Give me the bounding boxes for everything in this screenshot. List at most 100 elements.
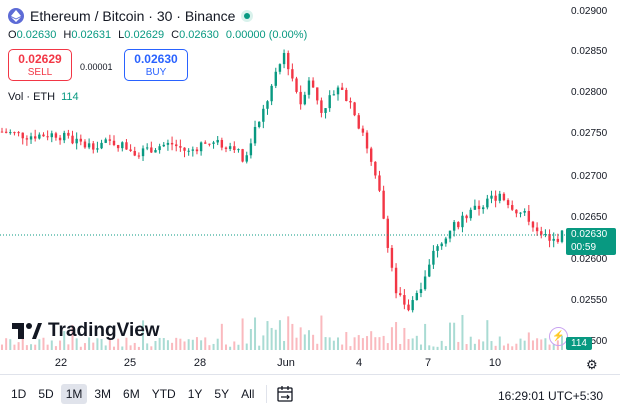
volume-bar — [303, 334, 306, 350]
candle — [336, 87, 340, 95]
volume-bar — [287, 316, 290, 350]
range-5y-button[interactable]: 5Y — [214, 387, 230, 401]
volume-bar — [50, 340, 53, 350]
volume-bar — [407, 339, 410, 350]
volume-bar — [337, 337, 339, 350]
volume-bar — [17, 342, 20, 350]
volume-bar — [320, 315, 323, 350]
range-all-button[interactable]: All — [241, 387, 255, 401]
range-1m-button[interactable]: 1M — [60, 384, 88, 404]
price-tick: 0.02550 — [571, 295, 608, 306]
buy-button[interactable]: 0.02630 BUY — [124, 49, 188, 81]
candle — [170, 142, 174, 145]
candle — [361, 128, 365, 133]
volume-bar — [527, 332, 530, 350]
candle — [311, 80, 315, 88]
volume-bar — [225, 344, 227, 350]
candle — [208, 143, 211, 145]
volume-bar — [88, 337, 91, 350]
range-1d-button[interactable]: 1D — [11, 387, 27, 401]
candle — [166, 142, 170, 145]
volume-bar — [531, 340, 534, 350]
candle — [390, 247, 394, 268]
candle — [490, 195, 493, 199]
candle — [278, 64, 282, 72]
volume-bar — [191, 339, 194, 350]
candle — [71, 135, 74, 144]
volume-bar — [100, 339, 103, 350]
toolbar-divider — [0, 374, 620, 375]
candle — [237, 149, 240, 151]
volume-badge: 114 — [566, 337, 592, 350]
candle — [270, 85, 273, 102]
volume-bar — [249, 329, 252, 350]
candle — [162, 144, 165, 147]
candle — [465, 215, 468, 219]
price-tick: 0.02650 — [571, 212, 608, 223]
tradingview-logo-mark — [12, 323, 42, 339]
clock-readout[interactable]: 16:29:01 UTC+5:30 — [498, 389, 604, 403]
volume-bar — [544, 338, 547, 350]
ethereum-icon — [8, 8, 24, 24]
volume-bar — [254, 317, 257, 350]
candle — [295, 78, 298, 92]
open-value: 0.02630 — [16, 29, 57, 41]
time-tick: 4 — [355, 357, 363, 369]
tradingview-logo[interactable]: TradingView — [12, 320, 160, 342]
range-6m-button[interactable]: 6M — [123, 387, 140, 401]
range-5d-button[interactable]: 5D — [38, 387, 54, 401]
volume-bar — [312, 334, 315, 350]
candle — [511, 205, 514, 210]
candles — [0, 49, 564, 313]
volume-bar — [38, 339, 41, 350]
candle — [481, 207, 485, 210]
candle — [552, 238, 555, 241]
candle — [191, 149, 195, 151]
candle — [87, 143, 91, 148]
range-1y-button[interactable]: 1Y — [187, 387, 203, 401]
calendar-range-icon[interactable] — [276, 385, 294, 408]
sell-label: SELL — [27, 67, 53, 78]
candle — [33, 136, 37, 139]
candle — [316, 87, 319, 101]
candle — [224, 147, 228, 149]
candle — [42, 134, 45, 137]
volume-bar — [415, 335, 418, 350]
low-label: L — [118, 29, 125, 41]
candle — [527, 211, 531, 222]
high-label: H — [63, 29, 72, 41]
candle — [519, 212, 522, 214]
candle — [249, 143, 253, 156]
candle — [17, 132, 20, 134]
sell-price: 0.02629 — [18, 52, 62, 66]
volume-bar — [395, 322, 398, 350]
time-tick: 28 — [193, 357, 207, 369]
price-tick: 0.02700 — [571, 171, 608, 182]
volume-bar — [324, 337, 327, 350]
volume-bar — [162, 338, 165, 350]
time-tick: Jun — [277, 357, 295, 369]
symbol-title[interactable]: Ethereum / Bitcoin · 30 · Binance — [30, 8, 236, 24]
candle — [461, 215, 464, 228]
candle — [129, 149, 132, 151]
candle — [324, 108, 327, 113]
volume-bar — [5, 338, 8, 350]
lightning-icon[interactable]: ⚡ — [549, 327, 568, 346]
candle — [486, 198, 489, 208]
candle — [104, 139, 107, 143]
volume-bar — [241, 318, 244, 350]
candle — [179, 146, 182, 148]
candle — [67, 132, 70, 136]
candle — [79, 138, 83, 142]
sell-button[interactable]: 0.02629 SELL — [8, 49, 72, 81]
volume-bar — [171, 342, 174, 350]
candle — [245, 155, 248, 162]
settings-gear-icon[interactable]: ⚙ — [586, 357, 598, 372]
volume-bar — [424, 323, 427, 350]
volume-bar — [129, 345, 132, 350]
range-3m-button[interactable]: 3M — [94, 387, 112, 401]
candle — [121, 142, 124, 149]
buy-price: 0.02630 — [134, 52, 178, 66]
range-ytd-button[interactable]: YTD — [151, 387, 176, 401]
